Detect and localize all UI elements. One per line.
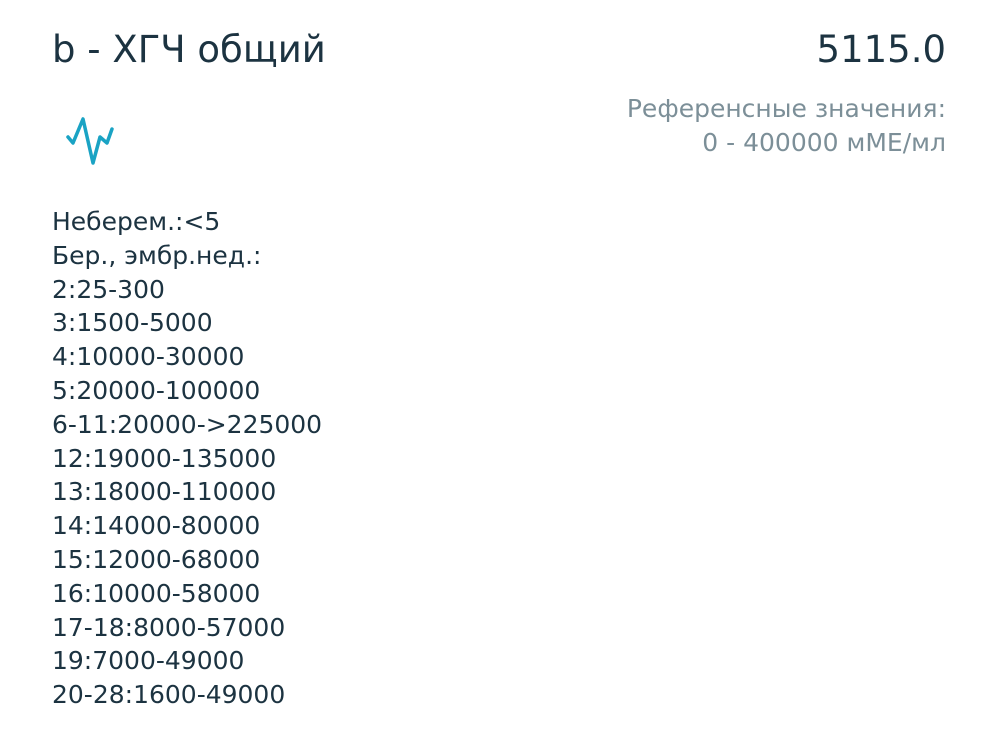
note-line: 15:12000-68000 [52, 544, 261, 574]
note-line: Неберем.:<5 [52, 207, 221, 236]
note-line: 2:25-300 [52, 274, 165, 304]
reference-label: Референсные значения: [626, 94, 946, 123]
note-line: 3:1500-5000 [52, 308, 213, 338]
note-line: 17-18:8000-57000 [52, 612, 286, 642]
note-line: 13:18000-110000 [52, 477, 277, 507]
note-line: 12:19000-135000 [52, 443, 277, 473]
note-line: 6-11:20000->225000 [52, 409, 323, 439]
activity-pulse-icon [60, 110, 120, 174]
reference-notes-list: Неберем.:<5 Бер., эмбр.нед.: 2:25-300 3:150… [52, 205, 322, 712]
note-line: 19:7000-49000 [52, 646, 245, 676]
note-line: 14:14000-80000 [52, 511, 261, 541]
note-line: 16:10000-58000 [52, 578, 261, 608]
reference-values: Референсные значения: 0 - 400000 мМЕ/мл [627, 92, 946, 160]
note-line: 20-28:1600-49000 [52, 680, 286, 710]
test-title: b - ХГЧ общий [52, 28, 326, 71]
reference-range: 0 - 400000 мМЕ/мл [702, 128, 946, 157]
note-line: Бер., эмбр.нед.: [52, 240, 262, 270]
test-result-value: 5115.0 [816, 28, 946, 71]
note-line: 4:10000-30000 [52, 342, 245, 372]
note-line: 5:20000-100000 [52, 375, 261, 405]
